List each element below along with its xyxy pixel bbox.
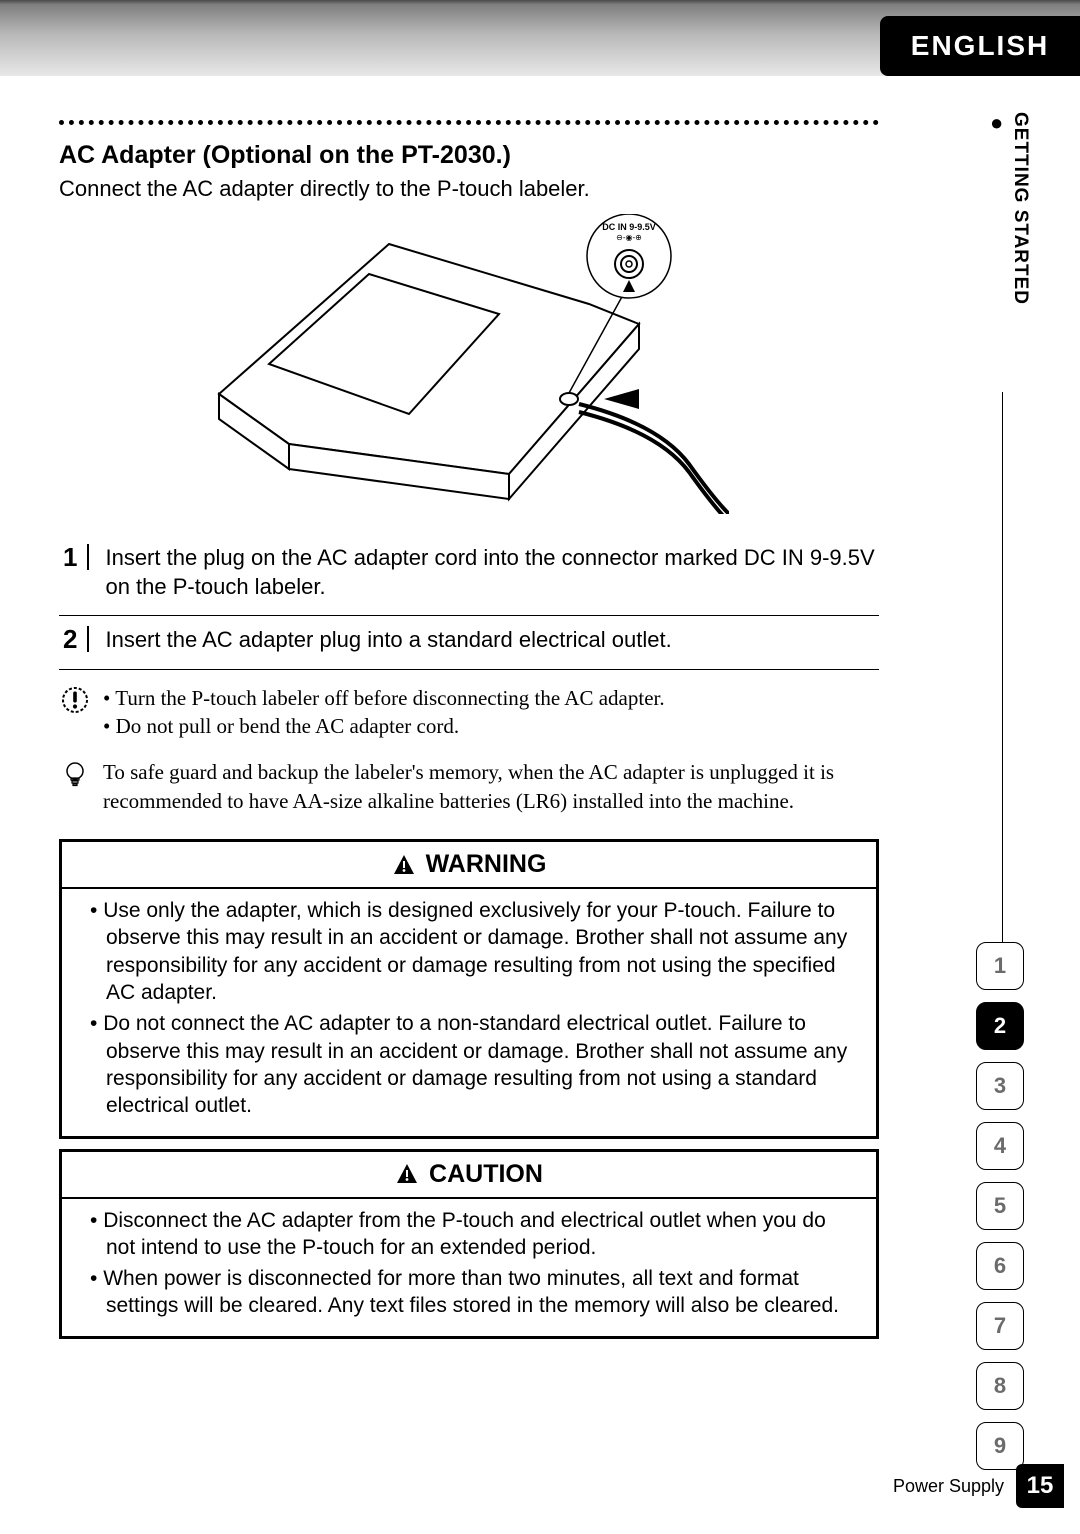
rail-section-label: GETTING STARTED	[1009, 112, 1031, 305]
notice-text: Turn the P-touch labeler off before disc…	[103, 684, 877, 741]
step-number: 1	[59, 544, 89, 570]
chapter-tab-7[interactable]: 7	[976, 1302, 1024, 1350]
adapter-diagram: DC IN 9-9.5V ⊖-◉-⊕	[209, 214, 729, 514]
notice-icon	[61, 686, 89, 714]
right-rail: ● GETTING STARTED 1 2 3 4 5 6 7 8 9	[894, 112, 1064, 1492]
chapter-stack: 1 2 3 4 5 6 7 8 9	[976, 942, 1024, 1470]
page-number-badge: 15	[1016, 1464, 1064, 1508]
section-subtitle: Connect the AC adapter directly to the P…	[59, 176, 879, 202]
language-tab: ENGLISH	[880, 16, 1080, 76]
rail-bullet: ●	[990, 110, 1003, 136]
main-content: AC Adapter (Optional on the PT-2030.) Co…	[59, 120, 879, 1349]
step-number: 2	[59, 626, 89, 652]
dotted-rule	[59, 120, 879, 125]
caution-head: CAUTION	[62, 1152, 876, 1199]
caution-triangle-icon	[395, 1162, 419, 1186]
lightbulb-icon	[61, 760, 89, 788]
chapter-tab-4[interactable]: 4	[976, 1122, 1024, 1170]
svg-text:⊖-◉-⊕: ⊖-◉-⊕	[616, 233, 642, 242]
caution-body: Disconnect the AC adapter from the P-tou…	[62, 1199, 876, 1336]
warning-item: Do not connect the AC adapter to a non-s…	[90, 1010, 858, 1119]
chapter-tab-2[interactable]: 2	[976, 1002, 1024, 1050]
warning-box: WARNING Use only the adapter, which is d…	[59, 839, 879, 1138]
chapter-tab-5[interactable]: 5	[976, 1182, 1024, 1230]
caution-item: Disconnect the AC adapter from the P-tou…	[90, 1207, 858, 1262]
notice-item: Do not pull or bend the AC adapter cord.	[103, 712, 877, 740]
chapter-tab-9[interactable]: 9	[976, 1422, 1024, 1470]
footer: Power Supply 15	[893, 1464, 1064, 1508]
chapter-tab-6[interactable]: 6	[976, 1242, 1024, 1290]
step-row: 1 Insert the plug on the AC adapter cord…	[59, 534, 879, 616]
diagram-dc-label: DC IN 9-9.5V	[602, 222, 656, 232]
notice-item: Turn the P-touch labeler off before disc…	[103, 684, 877, 712]
warning-triangle-icon	[392, 853, 416, 877]
step-text: Insert the AC adapter plug into a standa…	[105, 626, 879, 655]
tip-text: To safe guard and backup the labeler's m…	[103, 758, 877, 815]
warning-item: Use only the adapter, which is designed …	[90, 897, 858, 1006]
chapter-tab-3[interactable]: 3	[976, 1062, 1024, 1110]
chapter-tab-8[interactable]: 8	[976, 1362, 1024, 1410]
step-row: 2 Insert the AC adapter plug into a stan…	[59, 616, 879, 670]
warning-title: WARNING	[426, 850, 547, 879]
caution-box: CAUTION Disconnect the AC adapter from t…	[59, 1149, 879, 1339]
caution-item: When power is disconnected for more than…	[90, 1265, 858, 1320]
section-title: AC Adapter (Optional on the PT-2030.)	[59, 141, 879, 170]
warning-body: Use only the adapter, which is designed …	[62, 889, 876, 1135]
warning-head: WARNING	[62, 842, 876, 889]
tip-row: To safe guard and backup the labeler's m…	[59, 754, 879, 829]
rail-vline	[1002, 392, 1003, 942]
step-text: Insert the plug on the AC adapter cord i…	[105, 544, 879, 601]
notice-row: Turn the P-touch labeler off before disc…	[59, 670, 879, 755]
footer-label: Power Supply	[893, 1476, 1004, 1497]
chapter-tab-1[interactable]: 1	[976, 942, 1024, 990]
caution-title: CAUTION	[429, 1160, 543, 1189]
